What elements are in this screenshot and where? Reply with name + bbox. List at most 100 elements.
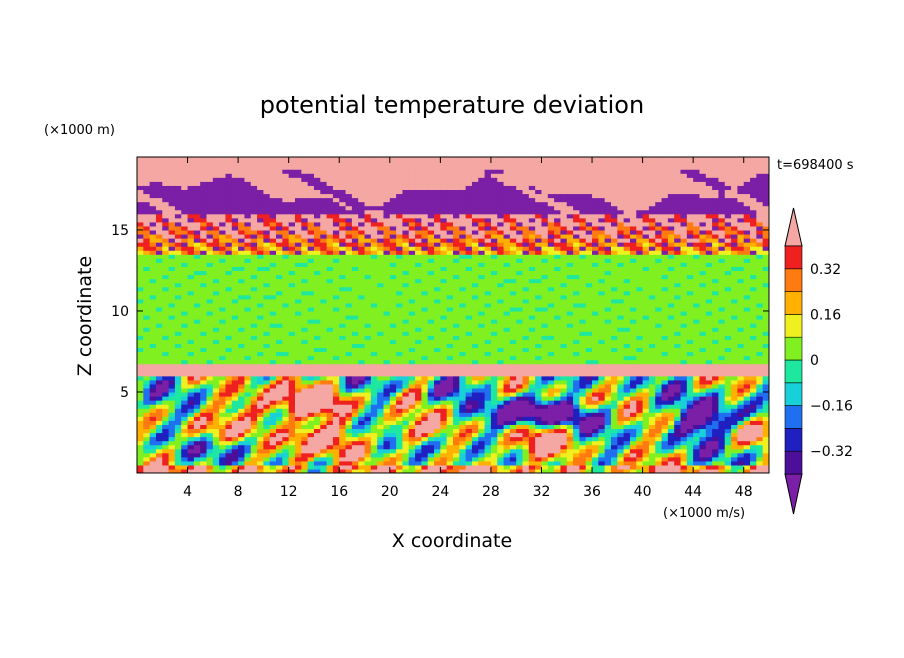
contour-cell — [377, 270, 385, 276]
contour-cell — [453, 327, 460, 332]
contour-cell — [351, 294, 359, 300]
contour-cell — [225, 436, 233, 442]
contour-cell — [307, 412, 315, 417]
contour-cell — [206, 242, 214, 247]
contour-cell — [453, 165, 460, 170]
contour-cell — [225, 282, 233, 288]
contour-cell — [332, 339, 340, 344]
contour-cell — [364, 298, 372, 304]
contour-cell — [269, 221, 277, 227]
contour-cell — [168, 444, 176, 450]
contour-cell — [509, 213, 517, 219]
contour-cell — [465, 436, 473, 442]
contour-cell — [440, 323, 448, 328]
contour-cell — [478, 225, 486, 231]
contour-cell — [478, 315, 486, 320]
contour-cell — [231, 404, 239, 409]
contour-cell — [313, 420, 321, 425]
contour-cell — [465, 464, 473, 470]
contour-cell — [383, 440, 391, 446]
contour-cell — [295, 391, 302, 397]
contour-cell — [383, 460, 391, 466]
contour-cell — [206, 246, 214, 251]
contour-cell — [168, 355, 176, 361]
contour-cell — [250, 343, 258, 349]
contour-cell — [440, 173, 448, 178]
contour-cell — [396, 254, 404, 259]
contour-cell — [396, 379, 404, 385]
contour-cell — [421, 205, 429, 211]
contour-cell — [364, 396, 372, 401]
contour-cell — [212, 315, 220, 320]
contour-cell — [377, 282, 385, 288]
contour-cell — [509, 391, 517, 397]
contour-cell — [358, 432, 366, 438]
contour-cell — [446, 157, 454, 162]
contour-cell — [187, 294, 195, 300]
contour-cell — [434, 452, 441, 458]
contour-cell — [257, 343, 264, 349]
contour-cell — [434, 201, 441, 207]
contour-cell — [332, 294, 340, 300]
contour-cell — [535, 464, 543, 470]
contour-cell — [288, 448, 296, 454]
contour-cell — [497, 396, 505, 401]
contour-cell — [193, 177, 201, 182]
contour-cell — [301, 448, 309, 454]
contour-cell — [263, 456, 271, 462]
contour-cell — [219, 436, 227, 442]
contour-cell — [174, 416, 182, 421]
contour-cell — [143, 343, 151, 349]
contour-cell — [516, 270, 524, 276]
contour-cell — [490, 217, 498, 223]
contour-cell — [434, 294, 441, 300]
contour-cell — [181, 310, 189, 316]
contour-cell — [282, 444, 290, 450]
contour-cell — [257, 383, 264, 389]
contour-cell — [421, 323, 429, 328]
contour-cell — [155, 213, 163, 219]
contour-cell — [522, 452, 530, 458]
contour-cell — [162, 432, 170, 438]
contour-cell — [193, 315, 201, 320]
contour-cell — [320, 351, 328, 357]
contour-cell — [149, 315, 157, 320]
contour-cell — [301, 460, 309, 466]
contour-cell — [528, 323, 536, 328]
contour-cell — [288, 193, 296, 199]
contour-cell — [149, 371, 157, 377]
contour-cell — [332, 246, 340, 251]
contour-cell — [503, 278, 511, 284]
contour-cell — [244, 161, 252, 166]
contour-cell — [471, 161, 479, 166]
contour-cell — [320, 315, 328, 320]
contour-cell — [174, 387, 182, 393]
contour-cell — [307, 161, 315, 166]
contour-cell — [225, 254, 233, 259]
contour-cell — [516, 468, 524, 473]
contour-cell — [257, 205, 264, 211]
contour-cell — [471, 440, 479, 446]
contour-cell — [288, 456, 296, 462]
contour-cell — [339, 258, 347, 263]
contour-cell — [193, 436, 201, 442]
contour-cell — [301, 266, 309, 272]
contour-cell — [137, 302, 144, 308]
contour-cell — [497, 266, 505, 272]
contour-cell — [155, 404, 163, 409]
contour-cell — [396, 246, 404, 251]
contour-cell — [320, 165, 328, 170]
contour-cell — [332, 242, 340, 247]
contour-cell — [288, 157, 296, 162]
contour-cell — [528, 315, 536, 320]
contour-cell — [225, 173, 233, 178]
contour-cell — [465, 468, 473, 473]
contour-cell — [174, 432, 182, 438]
contour-cell — [162, 246, 170, 251]
contour-cell — [307, 339, 315, 344]
contour-cell — [250, 262, 258, 267]
contour-cell — [434, 375, 441, 381]
contour-cell — [143, 181, 151, 186]
contour-cell — [206, 331, 214, 336]
contour-cell — [351, 331, 359, 336]
